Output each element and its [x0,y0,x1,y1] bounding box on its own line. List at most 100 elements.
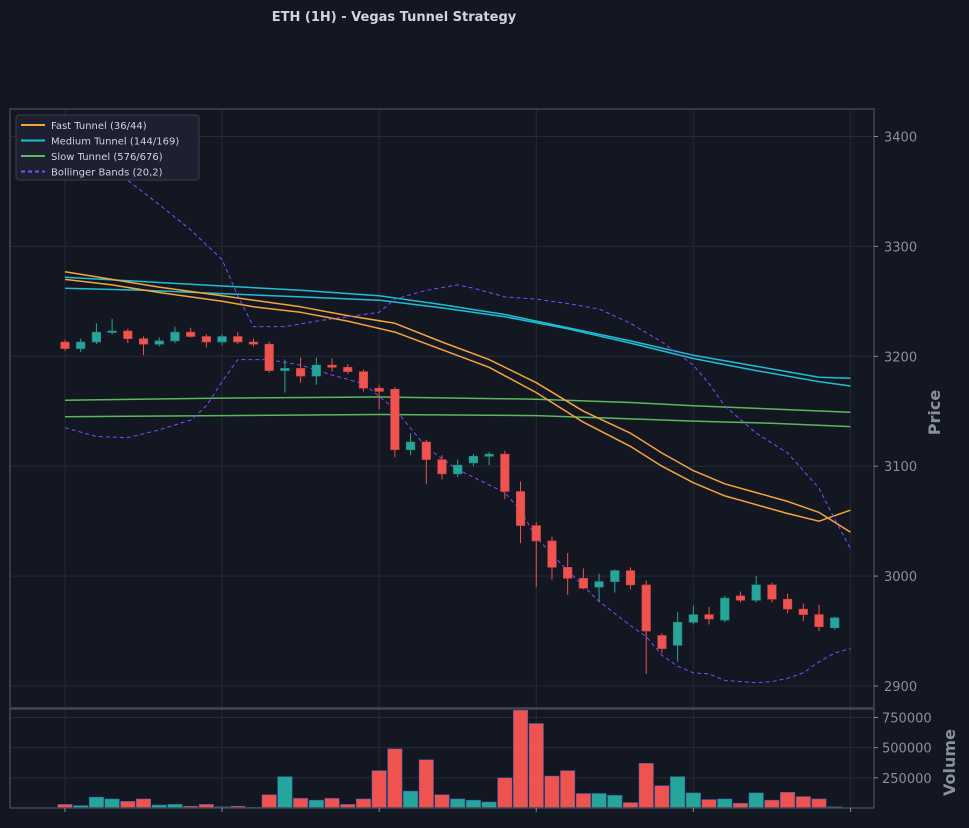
price-y-tick-label: 3200 [884,350,917,365]
volume-bar [638,763,654,809]
candle-body [782,598,793,610]
volume-bar [104,798,120,809]
candle-body [311,364,321,377]
volume-bar [717,798,733,809]
candle [296,357,306,383]
volume-bar [685,792,701,809]
medium-tunnel-upper-line [64,276,851,380]
candle-body [60,341,70,349]
candle [76,338,86,352]
candle [327,358,337,372]
candle [390,387,400,458]
candle [201,334,211,348]
volume-plot-area [10,709,874,808]
price-panel-frame [9,108,875,709]
candle-body [421,441,431,460]
chart-title: ETH (1H) - Vegas Tunnel Strategy [272,10,517,25]
candle [170,326,180,344]
candle-body [201,336,211,343]
volume-panel: 250000 500000 750000 Volume [9,708,959,812]
volume-bar [654,785,670,809]
candle-body [76,341,86,349]
candle-body [217,336,227,343]
price-panel: 2900 3000 3100 3200 3300 3400 Price Fast Tunnel… [9,108,944,709]
volume-bar [607,795,623,809]
volume-bar [544,775,560,809]
price-plot-area [10,109,874,708]
candle [186,327,196,338]
candle [814,604,824,632]
volume-bar [528,723,544,809]
candle [107,318,117,335]
candle-body [296,368,306,377]
candle-body [720,597,730,621]
candle [515,481,526,544]
volume-bar [293,798,309,809]
candle-body [248,341,259,345]
candle-body [767,584,777,600]
volume-bar [277,776,293,809]
candle-body [264,343,274,371]
volume-bar [434,794,450,809]
candle [720,595,730,623]
price-y-tick-label: 3100 [884,460,917,475]
candle [782,593,793,614]
volume-panel-frame [9,708,875,809]
candle [154,337,164,347]
candle-body [751,584,761,601]
candle-body [154,340,164,345]
candle [798,603,808,622]
volume-bar [371,770,387,809]
candle [547,536,557,580]
volume-y-tick-label: 500000 [882,742,932,757]
candle-body [563,567,573,579]
price-y-tick-label: 3400 [884,130,917,145]
volume-bar [450,798,466,809]
price-y-tick-label: 2900 [884,680,917,695]
volume-bar [575,793,591,809]
volume-y-tick-label: 750000 [882,711,932,726]
volume-axis-label: Volume [940,729,959,796]
candle [500,450,510,500]
candle [484,451,494,466]
candle [468,454,479,467]
candle-body [484,453,494,457]
candle [625,567,636,590]
candle [751,576,761,603]
legend-entry-label: Medium Tunnel (144/169) [51,137,179,148]
candle [405,433,416,456]
candle-body [830,617,840,629]
volume-y-tick-label: 250000 [882,772,932,787]
candle [280,359,290,393]
volume-bar [403,790,419,809]
volume-bar [355,798,371,809]
bollinger-upper-band [96,152,851,549]
volume-bar [670,776,686,809]
candle-body [170,331,180,342]
volume-bar [795,796,811,809]
price-y-tick-label: 3000 [884,570,917,585]
volume-bar [261,794,277,809]
volume-bar [324,798,340,809]
candle [437,455,447,480]
candle-body [138,338,149,345]
legend-box [15,114,200,181]
candle-body [107,330,117,333]
candle [531,522,541,588]
candle-body [657,635,667,649]
price-axis-label: Price [925,390,944,436]
legend-entry-label: Fast Tunnel (36/44) [51,121,147,132]
candle-body [186,331,196,337]
candle [264,342,274,373]
volume-bar [465,799,481,809]
fast-tunnel-lower-line [64,278,851,522]
candle [138,336,149,356]
candle-body [735,595,746,601]
candle-body [547,540,557,568]
volume-bar [497,777,513,809]
candle-body [673,621,683,646]
volume-bar [780,792,796,809]
candle-body [641,584,651,632]
candle-body [531,525,541,542]
volume-bar [701,799,717,809]
